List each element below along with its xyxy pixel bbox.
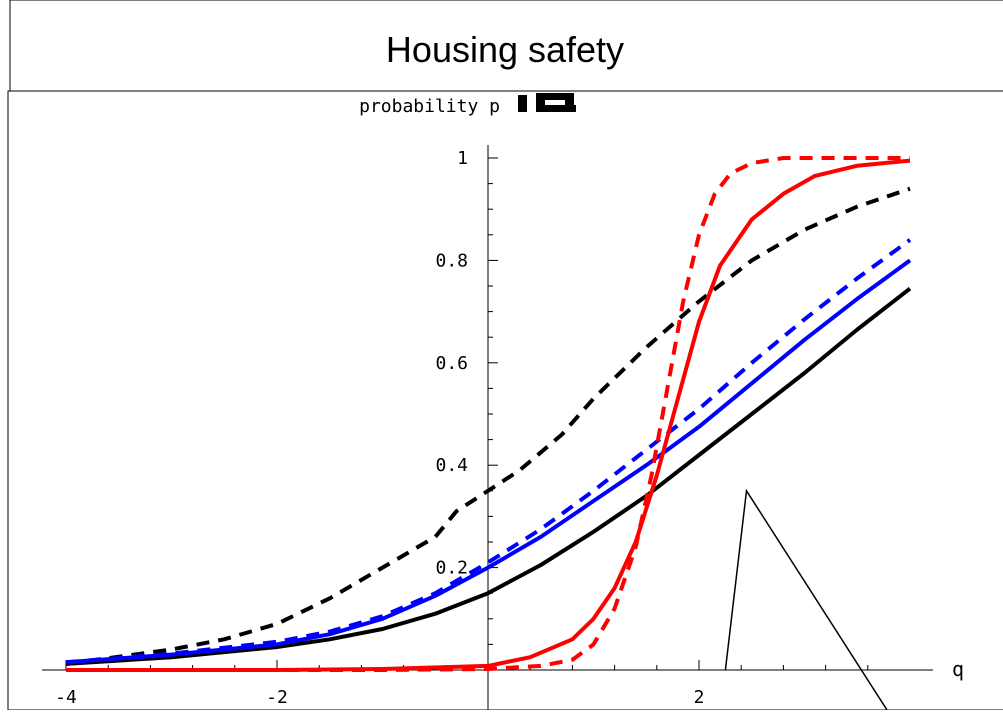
glyph-block-4 (565, 93, 574, 112)
x-tick-label: 2 (694, 687, 705, 708)
series-line-red-dashed (66, 156, 910, 672)
y-tick-label: 0.8 (435, 250, 468, 271)
glyph-block-5 (536, 105, 576, 112)
y-tick-label: 1 (457, 148, 468, 169)
x-tick-label: -4 (55, 687, 77, 708)
glyph-block-2 (536, 93, 545, 112)
series-line-blue-dashed (65, 238, 912, 665)
y-axis-label: probability p (359, 96, 500, 117)
ylabel-glyph-artifacts (518, 93, 576, 112)
series-line-blue-solid (65, 258, 912, 665)
glyph-block-3 (536, 93, 572, 100)
title-box (9, 0, 1003, 92)
y-tick-label: 0.6 (435, 353, 468, 374)
x-axis-label: q (952, 657, 964, 681)
chart-title: Housing safety (386, 29, 624, 70)
series-line-black-dashed (65, 186, 911, 666)
series-line-black-solid (65, 287, 912, 666)
x-tick-label: -2 (266, 687, 288, 708)
series-group (65, 156, 912, 672)
glyph-block-1 (518, 95, 527, 112)
annotation-group (724, 488, 892, 715)
triangle-annotation (724, 488, 892, 715)
ticks: -4 -2 2 0.2 0.4 0.6 0.8 1 (55, 148, 869, 708)
y-tick-label: 0.4 (435, 455, 468, 476)
y-tick-label: 0.2 (435, 558, 468, 579)
